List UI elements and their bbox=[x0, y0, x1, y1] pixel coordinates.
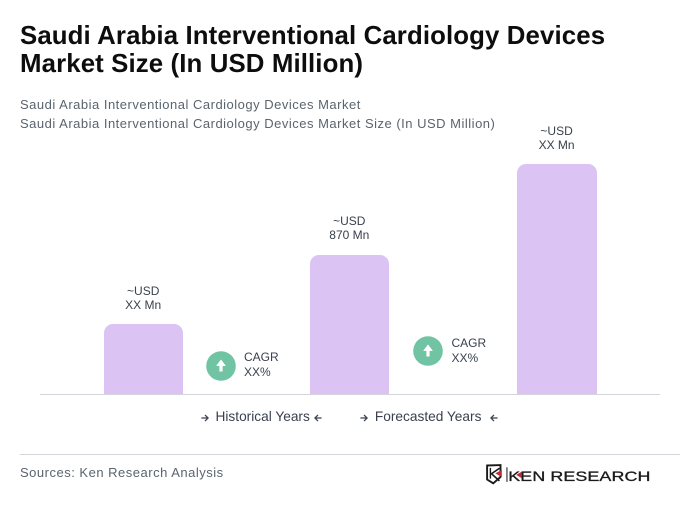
svg-text:KEN RESEARCH: KEN RESEARCH bbox=[508, 469, 651, 485]
